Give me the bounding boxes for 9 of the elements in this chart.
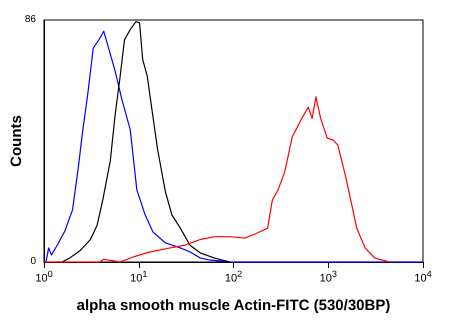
x-axis-title: alpha smooth muscle Actin-FITC (530/30BP) bbox=[76, 297, 390, 314]
y-tick-label: 0 bbox=[30, 256, 36, 267]
x-tick-label: 10$^{3}$ bbox=[320, 269, 337, 285]
y-tick-label: 86 bbox=[24, 14, 36, 25]
x-tick-label: 10$^{0}$ bbox=[35, 269, 53, 285]
x-tick-label: 10$^{4}$ bbox=[414, 269, 432, 285]
y-axis-title: Counts bbox=[8, 115, 25, 167]
x-tick-label: 10$^{1}$ bbox=[130, 269, 148, 285]
x-tick-label: 10$^{2}$ bbox=[224, 269, 242, 285]
